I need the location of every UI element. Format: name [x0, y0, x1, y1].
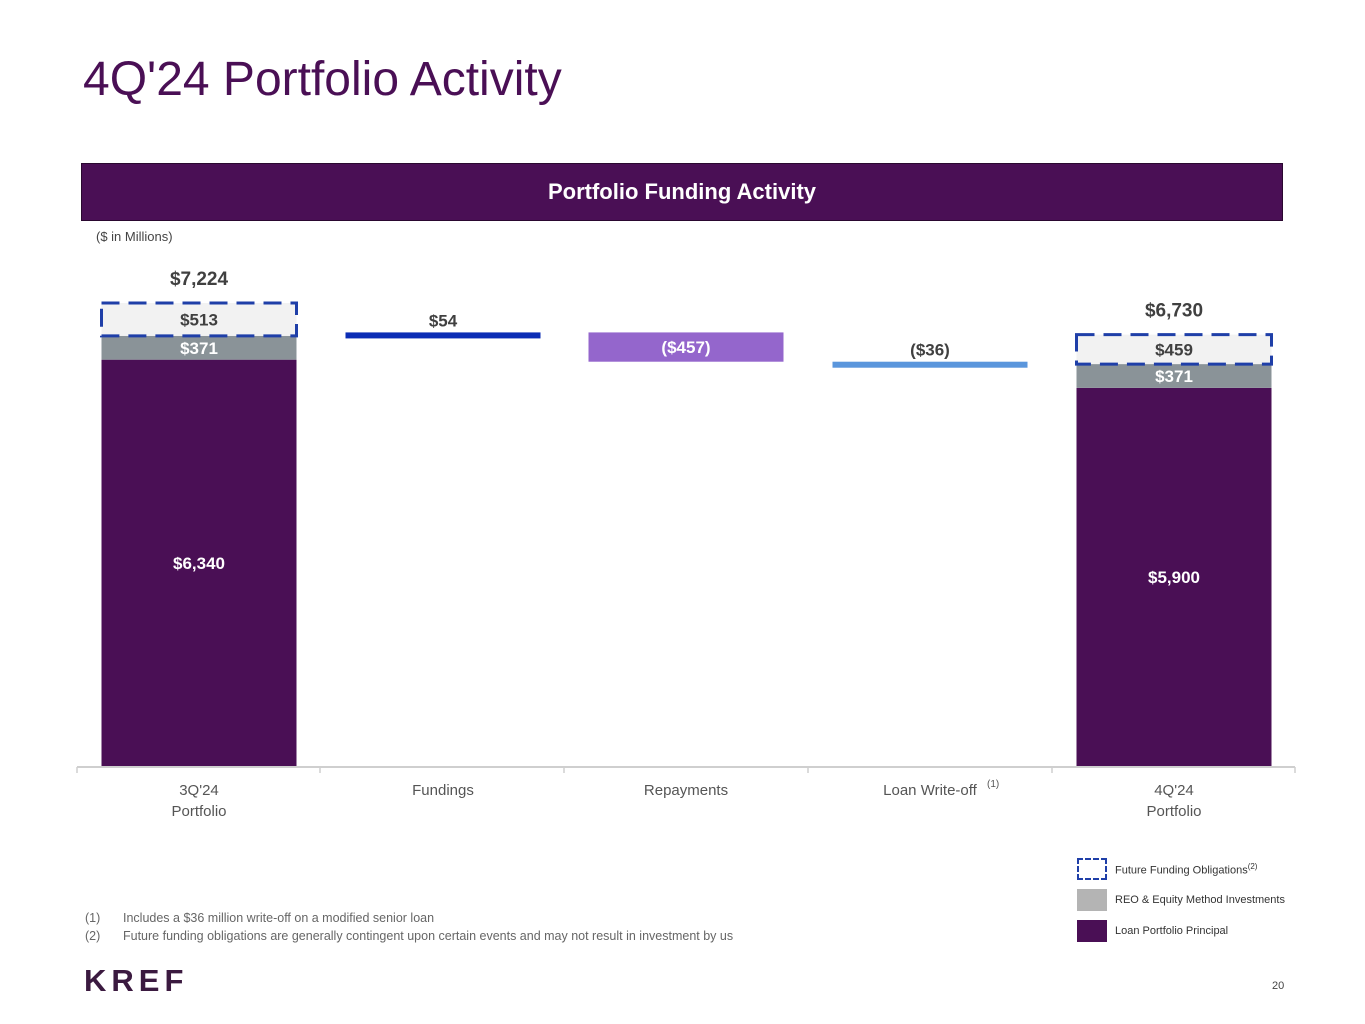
- bar-segment-future-funding-obligations: [1076, 334, 1272, 365]
- data-label-reo-equity-method-investments: $371: [180, 339, 218, 358]
- bar-segment-loan-portfolio-principal: [1076, 387, 1272, 766]
- change-bar-fundings: [345, 332, 541, 339]
- data-label-future-funding-obligations: $459: [1155, 340, 1193, 359]
- change-label-repayments: ($457): [661, 338, 710, 357]
- legend-item-loan: Loan Portfolio Principal: [1077, 920, 1285, 942]
- footnote-number: (2): [85, 929, 101, 943]
- footnote-text: Future funding obligations are generally…: [123, 929, 734, 943]
- units-note: ($ in Millions): [96, 229, 173, 244]
- data-label-future-funding-obligations: $513: [180, 310, 218, 329]
- future-funding-dashed-border: [100, 301, 298, 338]
- total-label: $7,224: [170, 269, 229, 290]
- page-number: 20: [1272, 980, 1285, 992]
- data-label-loan-portfolio-principal: $5,900: [1148, 568, 1200, 587]
- legend-superscript: (2): [1247, 861, 1258, 871]
- footnote-2: (2) Future funding obligations are gener…: [85, 929, 733, 947]
- legend-item-future-funding: Future Funding Obligations(2): [1077, 858, 1285, 880]
- x-tick-label: Portfolio: [1146, 803, 1201, 820]
- footnote-number: (1): [85, 911, 101, 925]
- chart-banner: Portfolio Funding Activity: [81, 163, 1283, 221]
- change-label-fundings: $54: [429, 311, 458, 330]
- legend-label-text: Future Funding Obligations: [1115, 864, 1248, 877]
- legend-swatch-loan: [1077, 920, 1107, 942]
- page-title: 4Q'24 Portfolio Activity: [83, 53, 562, 106]
- x-tick-label: Repayments: [644, 782, 728, 799]
- x-tick-label: Portfolio: [171, 803, 226, 820]
- legend-label-loan: Loan Portfolio Principal: [1115, 925, 1229, 937]
- change-bar-writeoff: [832, 361, 1028, 368]
- chart-legend: Future Funding Obligations(2) REO & Equi…: [1077, 858, 1285, 951]
- legend-item-reo: REO & Equity Method Investments: [1077, 889, 1285, 911]
- change-label-writeoff: ($36): [910, 341, 950, 360]
- bar-segment-loan-portfolio-principal: [101, 359, 297, 766]
- legend-label-reo: REO & Equity Method Investments: [1115, 894, 1285, 906]
- x-tick-label: Loan Write-off: [883, 782, 977, 799]
- footnote-text: Includes a $36 million write-off on a mo…: [123, 911, 435, 925]
- banner-title: Portfolio Funding Activity: [547, 179, 817, 204]
- bar-segment-reo-equity-method-investments: [101, 335, 297, 360]
- future-funding-dashed-border: [1075, 333, 1273, 366]
- data-label-loan-portfolio-principal: $6,340: [173, 554, 225, 573]
- legend-swatch-future-funding: [1077, 858, 1107, 880]
- legend-swatch-reo: [1077, 889, 1107, 911]
- bar-segment-future-funding-obligations: [101, 303, 297, 336]
- data-label-reo-equity-method-investments: $371: [1155, 367, 1193, 386]
- kref-logo: KREF: [84, 963, 189, 998]
- footnotes: (1) Includes a $36 million write-off on …: [85, 911, 733, 947]
- x-tick-superscript: (1): [987, 779, 999, 790]
- x-tick-label: 3Q'24: [179, 782, 219, 799]
- footnote-1: (1) Includes a $36 million write-off on …: [85, 911, 733, 929]
- bar-segment-reo-equity-method-investments: [1076, 364, 1272, 388]
- x-tick-label: 4Q'24: [1154, 782, 1194, 799]
- legend-label-future-funding: Future Funding Obligations(2): [1115, 862, 1257, 877]
- total-label: $6,730: [1145, 301, 1203, 322]
- change-bar-repayments: [588, 332, 784, 362]
- x-tick-label: Fundings: [412, 782, 474, 799]
